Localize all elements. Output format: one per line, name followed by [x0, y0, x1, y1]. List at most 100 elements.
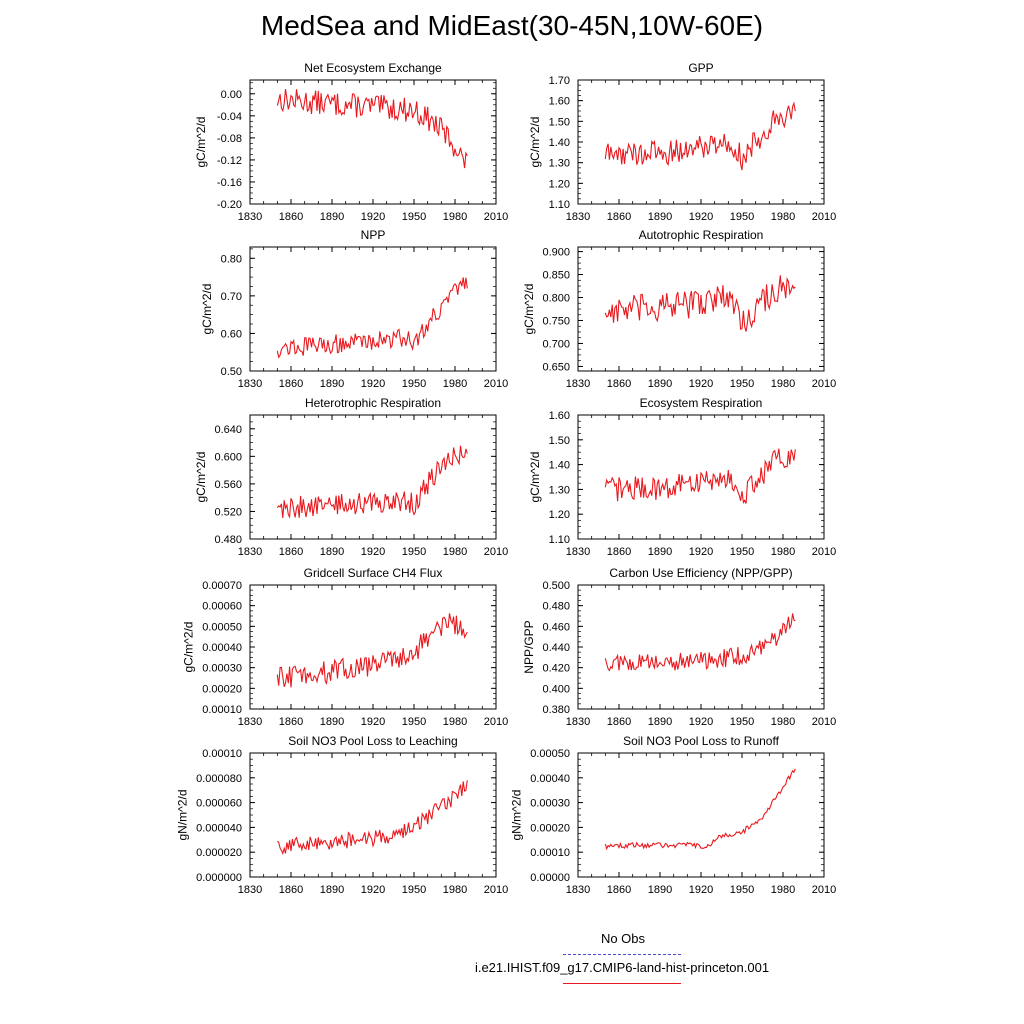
- x-tick-label: 1860: [279, 211, 303, 223]
- x-tick-label: 1890: [648, 546, 672, 558]
- x-tick-label: 1830: [566, 884, 590, 896]
- x-tick-label: 1830: [238, 884, 262, 896]
- y-tick-label: 0.900: [542, 247, 570, 259]
- y-axis-label: gC/m^2/d: [194, 117, 208, 168]
- panel-title: Ecosystem Respiration: [640, 396, 763, 410]
- plot-frame: [249, 584, 497, 710]
- x-tick-label: 1920: [361, 884, 385, 896]
- y-tick-label: 0.00050: [530, 748, 570, 760]
- y-tick-label: 0.850: [542, 270, 570, 282]
- y-tick-label: 1.10: [549, 199, 570, 211]
- y-tick-label: 0.00060: [202, 601, 242, 613]
- y-tick-label: 0.500: [542, 580, 570, 592]
- x-tick-label: 1860: [607, 716, 631, 728]
- y-tick-label: 1.40: [549, 137, 570, 149]
- series-line: [276, 277, 468, 359]
- x-tick-label: 1920: [689, 378, 713, 390]
- panel-2: 1830 1860 1890 1920 1950 1980 2010 1.10 1.20 1.30…: [528, 61, 836, 223]
- x-tick-label: 1950: [730, 884, 754, 896]
- series-line: [604, 613, 796, 672]
- y-tick-label: 0.640: [214, 424, 242, 436]
- y-tick-label: 0.520: [214, 506, 242, 518]
- x-tick-label: 1920: [361, 716, 385, 728]
- y-tick-label: 0.80: [221, 253, 242, 265]
- y-tick-label: 1.20: [549, 509, 570, 521]
- y-tick-label: 0.000020: [196, 847, 242, 859]
- series-line: [604, 768, 796, 851]
- x-tick-label: 1890: [320, 546, 344, 558]
- y-axis-label: NPP/GPP: [522, 620, 536, 673]
- y-tick-label: 0.00070: [202, 580, 242, 592]
- x-tick-label: 1860: [607, 211, 631, 223]
- panel-4: 1830 1860 1890 1920 1950 1980 2010 0.650 0.700 0.…: [522, 228, 836, 390]
- legend-obs-label: No Obs: [600, 931, 646, 946]
- panel-10: 1830 1860 1890 1920 1950 1980 2010 0.00000 0.000…: [510, 734, 837, 896]
- x-tick-label: 1950: [402, 546, 426, 558]
- legend-obs-line: [563, 954, 681, 955]
- x-tick-label: 1890: [320, 884, 344, 896]
- legend-case-label: i.e21.IHIST.f09_g17.CMIP6-land-hist-prin…: [474, 960, 770, 975]
- x-tick-label: 2010: [484, 546, 508, 558]
- y-tick-label: 0.50: [221, 366, 242, 378]
- x-tick-label: 2010: [484, 716, 508, 728]
- y-tick-label: 0.800: [542, 293, 570, 305]
- y-tick-label: 0.650: [542, 361, 570, 373]
- panel-title: Soil NO3 Pool Loss to Leaching: [288, 734, 457, 748]
- y-tick-label: 1.10: [549, 534, 570, 546]
- x-tick-label: 1920: [361, 546, 385, 558]
- panel-title: Autotrophic Respiration: [639, 228, 764, 242]
- y-tick-label: 0.750: [542, 315, 570, 327]
- x-tick-label: 1950: [730, 546, 754, 558]
- x-tick-label: 1980: [771, 211, 795, 223]
- y-axis-label: gC/m^2/d: [182, 622, 196, 673]
- panel-1: 1830 1860 1890 1920 1950 1980 2010 -0.20 -0.16 -0…: [194, 61, 508, 223]
- x-tick-label: 2010: [812, 378, 836, 390]
- y-tick-label: -0.16: [217, 177, 242, 189]
- y-tick-label: -0.04: [217, 111, 242, 123]
- panel-title: Soil NO3 Pool Loss to Runoff: [623, 734, 780, 748]
- series-line: [604, 101, 796, 171]
- y-tick-label: 0.000060: [196, 798, 242, 810]
- panel-title: Gridcell Surface CH4 Flux: [304, 566, 443, 580]
- y-tick-label: 0.00010: [202, 704, 242, 716]
- series-line: [276, 780, 468, 855]
- x-tick-label: 1980: [443, 211, 467, 223]
- x-tick-label: 1950: [730, 716, 754, 728]
- x-tick-label: 1950: [402, 716, 426, 728]
- x-tick-label: 1950: [402, 884, 426, 896]
- x-tick-label: 2010: [484, 378, 508, 390]
- y-axis-label: gN/m^2/d: [510, 790, 524, 841]
- x-tick-label: 2010: [812, 546, 836, 558]
- x-tick-label: 2010: [812, 716, 836, 728]
- x-tick-label: 1830: [238, 378, 262, 390]
- y-tick-label: 0.00020: [202, 683, 242, 695]
- y-tick-label: 0.480: [214, 534, 242, 546]
- y-axis-label: gC/m^2/d: [194, 452, 208, 503]
- x-tick-label: 1920: [689, 716, 713, 728]
- x-tick-label: 1950: [402, 211, 426, 223]
- x-tick-label: 1950: [730, 211, 754, 223]
- y-tick-label: 1.30: [549, 484, 570, 496]
- plot-frame: [249, 414, 497, 540]
- panel-7: 1830 1860 1890 1920 1950 1980 2010 0.00010 0.000…: [182, 566, 509, 728]
- panel-3: 1830 1860 1890 1920 1950 1980 2010 0.50 0.60 0.70…: [200, 228, 508, 390]
- y-tick-label: 0.60: [221, 328, 242, 340]
- panel-title: GPP: [688, 61, 713, 75]
- x-tick-label: 1860: [607, 884, 631, 896]
- x-tick-label: 1890: [648, 211, 672, 223]
- y-tick-label: 0.560: [214, 479, 242, 491]
- x-tick-label: 2010: [812, 211, 836, 223]
- x-tick-label: 1920: [689, 211, 713, 223]
- y-tick-label: 0.00030: [530, 798, 570, 810]
- y-tick-label: 0.600: [214, 451, 242, 463]
- plot-frame: [577, 752, 825, 878]
- series-line: [276, 89, 468, 169]
- x-tick-label: 1860: [279, 378, 303, 390]
- x-tick-label: 1860: [279, 716, 303, 728]
- y-tick-label: 1.20: [549, 178, 570, 190]
- y-tick-label: 0.00040: [530, 773, 570, 785]
- x-tick-label: 1890: [648, 716, 672, 728]
- x-tick-label: 1980: [771, 716, 795, 728]
- x-tick-label: 1830: [566, 716, 590, 728]
